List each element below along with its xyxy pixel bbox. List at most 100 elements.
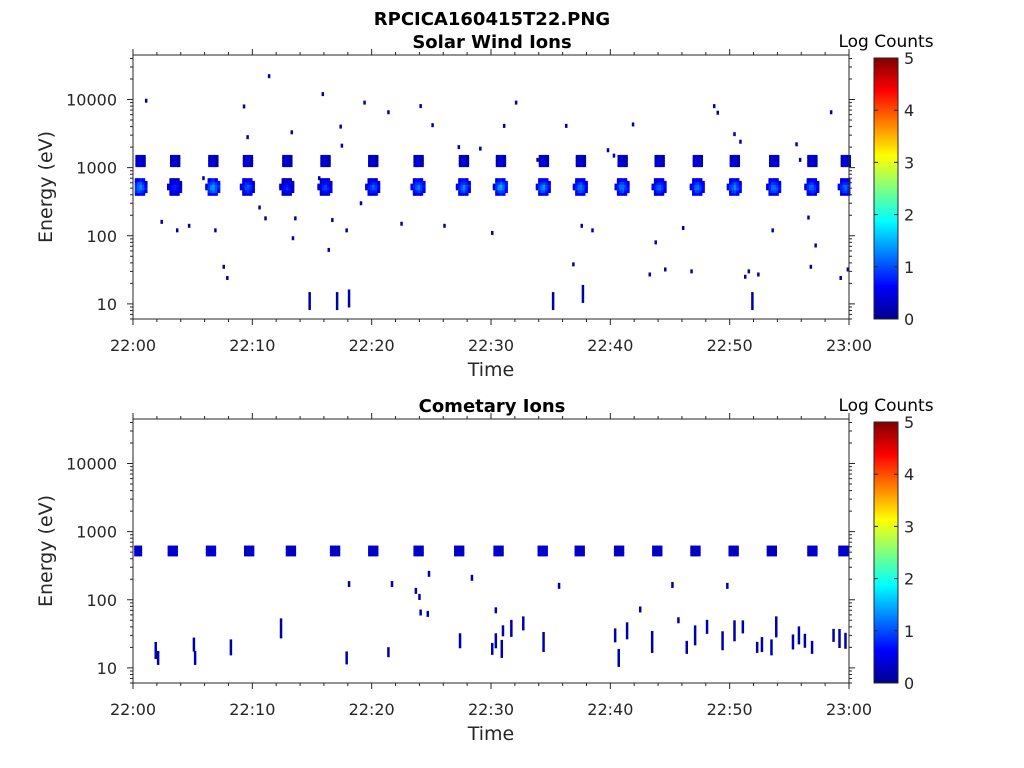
solar-wind-cell: [806, 186, 810, 191]
scatter-cell: [308, 292, 311, 311]
alpha-cell: [465, 157, 470, 162]
cometary-band-cell: [659, 548, 663, 553]
scatter-cell: [187, 223, 191, 228]
solar-wind-cell: [582, 189, 586, 194]
solar-wind-cell: [415, 189, 419, 194]
alpha-cell: [327, 160, 331, 165]
cometary-low-cell: [193, 650, 197, 665]
solar-wind-cell: [412, 178, 417, 183]
cometary-band-cell: [136, 548, 140, 553]
solar-wind-cell: [621, 183, 625, 188]
solar-wind-cell: [174, 178, 178, 183]
solar-wind-cell: [738, 180, 742, 185]
cometary-low-cell: [557, 582, 561, 589]
alpha-cell: [695, 154, 699, 159]
alpha-cell: [812, 160, 816, 165]
solar-wind-cell: [699, 186, 703, 191]
cometary-band-cell: [733, 552, 737, 557]
cometary-band-cell: [372, 548, 377, 553]
solar-wind-cell: [214, 186, 218, 191]
solar-wind-cell: [699, 178, 703, 183]
solar-wind-cell: [171, 189, 175, 194]
colorbar-label: Log Counts: [838, 396, 933, 416]
alpha-cell: [661, 157, 665, 162]
scatter-cell: [771, 228, 774, 233]
alpha-cell: [172, 160, 176, 165]
cometary-band-cell: [334, 552, 338, 557]
solar-wind-cell: [281, 191, 285, 196]
solar-wind-cell: [286, 189, 290, 194]
alpha-cell: [289, 160, 293, 165]
cometary-band-cell: [456, 552, 460, 557]
solar-wind-cell: [422, 180, 426, 185]
alpha-cell: [242, 157, 246, 162]
alpha-cell: [845, 163, 849, 168]
solar-wind-cell: [653, 178, 658, 183]
alpha-cell: [699, 160, 704, 165]
solar-wind-cell: [458, 180, 462, 185]
solar-wind-cell: [317, 183, 321, 188]
solar-wind-cell: [696, 191, 701, 196]
solar-wind-cell: [572, 186, 576, 191]
alpha-cell: [458, 160, 462, 165]
alpha-cell: [736, 154, 741, 159]
solar-wind-cell: [176, 186, 180, 191]
cometary-band-cell: [500, 545, 504, 550]
solar-wind-cell: [699, 183, 703, 188]
solar-wind-cell: [768, 186, 772, 191]
solar-wind-cell: [584, 189, 588, 194]
solar-wind-cell: [582, 191, 586, 196]
solar-wind-cell: [770, 180, 775, 185]
cometary-band-cell: [656, 552, 661, 557]
solar-wind-cell: [653, 191, 658, 196]
solar-wind-cell: [775, 189, 779, 194]
alpha-cell: [814, 160, 818, 165]
solar-wind-cell: [286, 180, 290, 185]
solar-wind-cell: [495, 178, 499, 183]
cometary-band-cell: [418, 548, 422, 553]
cometary-band-cell: [243, 545, 248, 550]
solar-wind-cell: [455, 183, 459, 188]
alpha-cell: [843, 160, 847, 165]
alpha-cell: [463, 157, 467, 162]
solar-wind-cell: [770, 191, 775, 196]
alpha-cell: [692, 160, 696, 165]
solar-wind-cell: [322, 186, 326, 191]
solar-wind-cell: [577, 191, 581, 196]
cometary-band-cell: [843, 552, 847, 557]
solar-wind-cell: [699, 180, 703, 185]
alpha-cell: [415, 160, 420, 165]
solar-wind-cell: [288, 189, 292, 194]
solar-wind-cell: [731, 191, 735, 196]
solar-wind-cell: [696, 186, 701, 191]
solar-wind-cell: [837, 183, 841, 188]
solar-wind-cell: [816, 186, 820, 191]
alpha-cell: [215, 163, 219, 168]
scatter-cell: [829, 110, 833, 115]
cometary-low-cell: [625, 622, 629, 640]
alpha-cell: [370, 154, 374, 159]
cometary-band-cell: [735, 548, 739, 553]
colorbar-tick-label: 0: [904, 674, 914, 693]
solar-wind-cell: [696, 189, 701, 194]
solar-wind-cell: [171, 183, 175, 188]
solar-wind-cell: [577, 189, 581, 194]
cometary-band-cell: [581, 545, 585, 550]
cometary-band-cell: [812, 548, 816, 553]
solar-wind-cell: [626, 180, 630, 185]
scatter-cell: [747, 269, 751, 274]
solar-wind-cell: [369, 180, 374, 185]
solar-wind-cell: [651, 183, 655, 188]
alpha-cell: [656, 157, 661, 162]
solar-wind-cell: [367, 183, 371, 188]
solar-wind-cell: [462, 189, 467, 194]
cometary-band-cell: [539, 552, 544, 557]
solar-wind-cell: [326, 180, 331, 185]
solar-wind-cell: [656, 186, 660, 191]
cometary-band-cell: [136, 545, 140, 550]
cometary-band-cell: [730, 552, 735, 557]
x-tick-label: 22:10: [229, 700, 275, 719]
solar-wind-cell: [214, 191, 218, 196]
solar-wind-cell: [811, 183, 815, 188]
solar-wind-cell: [661, 191, 665, 196]
